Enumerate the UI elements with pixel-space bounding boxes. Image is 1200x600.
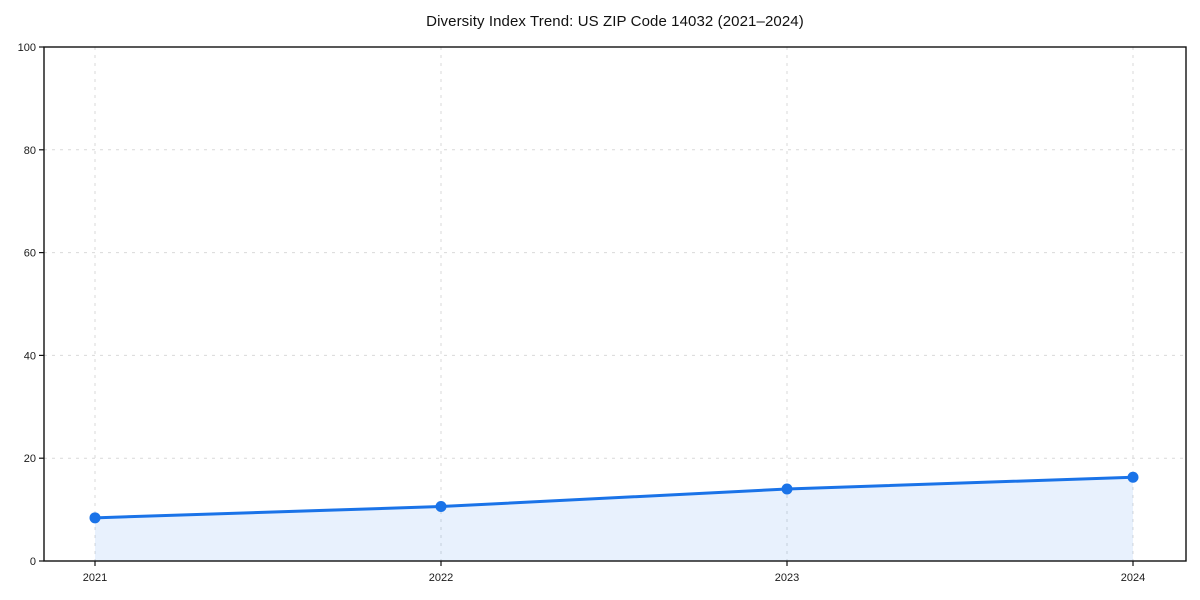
y-tick-label-0: 0	[30, 556, 36, 568]
x-tick-label-2021: 2021	[83, 572, 107, 584]
x-tick-label-2023: 2023	[775, 572, 799, 584]
trend-line	[93, 475, 1135, 520]
area-fill	[95, 477, 1133, 561]
y-tick-label-100: 100	[18, 42, 36, 54]
x-tick-label-2024: 2024	[1121, 572, 1145, 584]
x-tick-label-2022: 2022	[429, 572, 453, 584]
data-point-2022	[435, 501, 447, 513]
y-tick-label-60: 60	[24, 248, 36, 260]
data-point-2023	[781, 483, 793, 495]
data-point-2024	[1127, 471, 1139, 483]
data-point-2021	[89, 512, 101, 524]
chart-title: Diversity Index Trend: US ZIP Code 14032…	[426, 13, 804, 30]
y-tick-label-80: 80	[24, 145, 36, 157]
y-tick-label-20: 20	[24, 453, 36, 465]
y-tick-label-40: 40	[24, 350, 36, 362]
plot-border	[43, 46, 1187, 562]
